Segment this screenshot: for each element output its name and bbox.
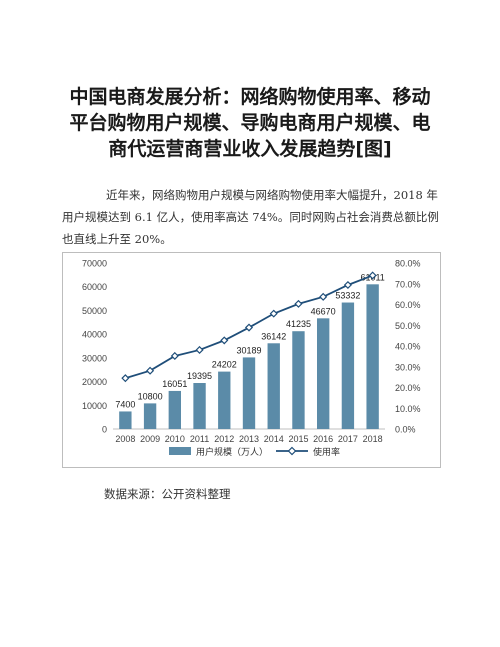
bar-data-label: 36142 [261, 331, 286, 341]
legend-swatch-marker [287, 446, 297, 456]
y2-tick-label: 0.0% [395, 425, 416, 435]
y2-tick-label: 80.0% [395, 259, 421, 269]
line-point [244, 323, 254, 332]
bar [193, 383, 206, 429]
bar [143, 403, 157, 429]
x-tick-label: 2009 [140, 434, 160, 444]
bar [292, 331, 305, 429]
line-point [319, 292, 328, 301]
title-line: 平台购物用户规模、导购电商用户规模、电 [69, 112, 431, 134]
x-tick-label: 2015 [288, 434, 308, 444]
bar-data-label: 19395 [187, 371, 212, 381]
bar [341, 302, 355, 429]
bar [317, 318, 330, 429]
x-tick-label: 2013 [239, 434, 259, 444]
bar-data-label: 30189 [236, 345, 261, 355]
y-tick-label: 40000 [82, 330, 107, 340]
legend-label: 用户规模（万人） [196, 446, 268, 458]
bar [267, 343, 280, 429]
x-tick-label: 2017 [338, 434, 358, 444]
x-tick-label: 2011 [190, 434, 209, 444]
x-tick-label: 2012 [214, 434, 234, 444]
line-point [269, 309, 278, 318]
bar [119, 411, 132, 429]
chart-svg: 0 10000 20000 30000 40000 50000 60000 70000 0.0%… [82, 259, 421, 459]
x-tick-label: 2014 [264, 434, 284, 444]
x-tick-label: 2008 [115, 434, 135, 444]
bar-data-label: 10800 [138, 391, 163, 401]
line-point [220, 336, 229, 345]
y-tick-label: 10000 [82, 401, 107, 411]
line-point [195, 345, 204, 354]
bar [168, 390, 181, 429]
line-point [121, 374, 130, 383]
bar [218, 371, 231, 429]
bar-data-label: 46670 [311, 306, 336, 316]
y-tick-label: 70000 [82, 259, 107, 269]
line-point [368, 271, 377, 280]
y2-tick-label: 20.0% [395, 383, 421, 393]
y2-tick-label: 60.0% [395, 300, 421, 310]
x-tick-label: 2016 [313, 434, 333, 444]
bar-data-label: 41235 [286, 319, 311, 329]
y2-tick-label: 50.0% [395, 321, 421, 331]
legend-swatch-bar [169, 447, 191, 455]
article-paragraph: 近年来，网络购物用户规模与网络购物使用率大幅提升，2018 年用户规模达到 6.… [62, 188, 439, 246]
source-note: 数据来源：公开资料整理 [104, 487, 231, 501]
bar-data-label: 16051 [162, 379, 187, 389]
line-point [294, 299, 303, 308]
y-tick-label: 0 [102, 425, 107, 435]
title-line: 商代运营商营业收入发展趋势[图] [108, 138, 392, 160]
bar-data-label: 24202 [212, 360, 237, 370]
bar-data-label: 53332 [335, 291, 360, 301]
line-point [343, 280, 352, 290]
y2-tick-label: 70.0% [395, 279, 421, 289]
y2-tick-label: 10.0% [395, 404, 421, 414]
legend-label: 使用率 [313, 446, 340, 458]
chart: 0 10000 20000 30000 40000 50000 60000 70000 0.0%… [62, 252, 441, 468]
y2-tick-label: 30.0% [395, 362, 421, 372]
x-tick-label: 2018 [363, 434, 383, 444]
y-tick-label: 50000 [82, 306, 107, 316]
x-tick-label: 2010 [165, 434, 185, 444]
y-tick-label: 20000 [82, 377, 107, 387]
y-tick-label: 30000 [82, 353, 107, 363]
line-point [146, 366, 155, 375]
y-tick-label: 60000 [82, 282, 107, 292]
title-line: 中国电商发展分析：网络购物使用率、移动 [69, 86, 431, 108]
bar-data-label: 7400 [115, 399, 135, 409]
bar [242, 357, 256, 429]
article-title: 中国电商发展分析：网络购物使用率、移动 平台购物用户规模、导购电商用户规模、电 … [60, 84, 440, 162]
bar [366, 284, 379, 429]
line-point [170, 351, 179, 361]
y2-tick-label: 40.0% [395, 342, 421, 352]
